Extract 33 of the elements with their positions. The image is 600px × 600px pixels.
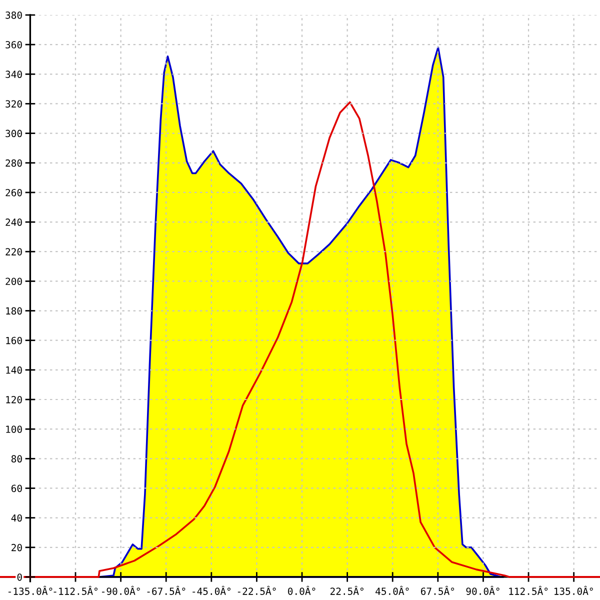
y-tick-label: 80	[11, 455, 22, 463]
y-tick-label: 340	[6, 70, 22, 78]
y-tick-label: 320	[6, 100, 22, 108]
x-tick-label: -67.5Â°	[147, 586, 186, 595]
x-tick-label: 22.5Â°	[330, 586, 364, 595]
y-tick-label: 300	[6, 130, 22, 138]
y-tick-label: 20	[12, 544, 22, 552]
y-tick-label: 180	[6, 307, 22, 315]
y-tick-label: 360	[6, 41, 22, 48]
y-tick-label: 260	[6, 188, 22, 196]
x-tick-label: -135.0Â°	[8, 586, 52, 595]
y-tick-label: 160	[6, 336, 22, 344]
y-tick-label: 220	[6, 248, 22, 256]
x-tick-label: 90.0Â°	[466, 586, 500, 595]
x-tick-label: 135.0Â°	[554, 586, 593, 595]
y-tick-label: 280	[6, 159, 22, 167]
y-tick-label: 140	[6, 366, 22, 374]
x-tick-label: 0.0Â°	[288, 586, 316, 595]
y-tick-label: 0	[17, 573, 22, 581]
y-tick-label: 120	[6, 396, 22, 404]
y-tick-label: 200	[6, 278, 22, 286]
x-tick-label: -112.5Â°	[54, 586, 98, 595]
x-tick-label: 112.5Â°	[509, 586, 548, 595]
y-tick-label: 240	[6, 218, 22, 226]
x-tick-label: -45.0Â°	[192, 586, 230, 595]
y-tick-label: 100	[6, 426, 22, 433]
x-tick-label: -22.5Â°	[238, 586, 276, 595]
y-tick-label: 380	[6, 12, 22, 19]
y-tick-label: 40	[11, 514, 22, 522]
x-tick-label: -90.0Â°	[102, 586, 140, 595]
y-tick-label: 60	[11, 484, 22, 492]
x-tick-label: 45.0Â°	[376, 586, 409, 595]
x-tick-label: 67.5Â°	[420, 586, 454, 595]
